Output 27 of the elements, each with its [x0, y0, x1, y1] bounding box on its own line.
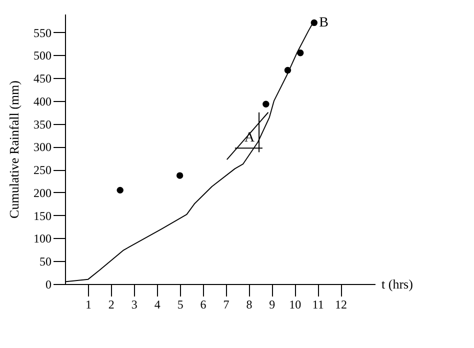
y-tick-label: 100: [34, 232, 52, 246]
y-tick-label: 150: [34, 208, 52, 223]
x-tick-label: 4: [154, 298, 160, 312]
x-tick-label: 11: [312, 298, 324, 312]
x-tick-label: 12: [335, 298, 348, 312]
y-tick-label: 50: [40, 254, 52, 269]
x-tick-label: 6: [200, 298, 206, 312]
y-tick-label: 0: [46, 278, 52, 292]
y-tick-label: 450: [34, 72, 52, 86]
y-tick-label: 200: [34, 186, 52, 200]
x-tick-label: 3: [131, 298, 138, 312]
annotation: B: [319, 16, 328, 31]
x-tick-label: 2: [108, 298, 114, 312]
y-tick-label: 250: [34, 163, 52, 178]
x-tick-label: 1: [85, 298, 92, 312]
x-tick-label: 8: [246, 298, 252, 312]
y-tick-label: 300: [34, 140, 52, 154]
x-tick-label: 7: [223, 298, 230, 312]
y-axis-title: Cumulative Rainfall (mm): [6, 80, 22, 218]
y-tick-label: 400: [34, 94, 52, 108]
x-tick-label: 9: [269, 298, 276, 312]
y-tick-label: 550: [34, 26, 52, 40]
y-tick-label: 500: [34, 48, 52, 63]
x-tick-label: 5: [177, 298, 184, 312]
x-axis-title: t (hrs): [382, 276, 413, 292]
y-tick-label: 350: [34, 117, 52, 132]
x-tick-label: 10: [289, 298, 302, 312]
